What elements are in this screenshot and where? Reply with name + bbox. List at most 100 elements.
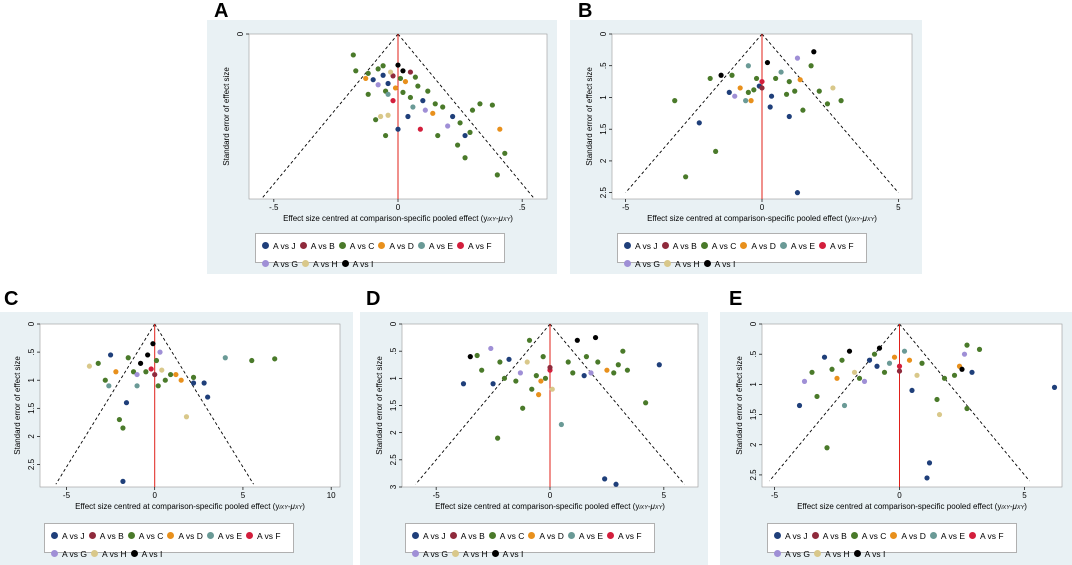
data-point xyxy=(395,62,401,68)
data-point xyxy=(467,129,473,135)
legend-item: A vs J xyxy=(774,529,808,542)
data-point xyxy=(130,369,137,375)
y-tick-label: 0 xyxy=(389,321,398,326)
legend-item: A vs C xyxy=(127,529,163,542)
data-point xyxy=(517,370,523,376)
data-point xyxy=(533,373,539,379)
legend-marker-icon xyxy=(302,260,310,267)
legend-item: A vs D xyxy=(378,239,414,252)
data-point xyxy=(856,375,863,381)
data-point xyxy=(726,89,732,95)
data-point xyxy=(415,83,421,89)
data-point xyxy=(914,372,920,378)
data-point xyxy=(924,475,930,481)
data-point xyxy=(896,368,903,374)
data-point xyxy=(430,110,436,116)
legend-item: A vs E xyxy=(206,529,242,542)
legend-marker-icon xyxy=(740,242,748,249)
data-point xyxy=(420,98,426,104)
y-tick-label: 2 xyxy=(749,442,758,447)
data-point xyxy=(113,369,119,375)
plot-area xyxy=(39,323,341,488)
data-point xyxy=(801,378,808,384)
data-point xyxy=(602,476,608,482)
data-point xyxy=(526,337,533,343)
y-tick-label: 2 xyxy=(599,158,608,163)
data-point xyxy=(497,126,503,132)
panel-letter-c: C xyxy=(4,288,19,310)
data-point xyxy=(829,366,835,372)
data-point xyxy=(422,107,428,113)
legend-item: A vs C xyxy=(850,529,887,542)
y-axis-title: Standard error of effect size xyxy=(585,67,594,166)
x-tick-label: -5 xyxy=(771,491,779,500)
data-point xyxy=(495,435,501,441)
legend-marker-icon xyxy=(130,550,138,557)
legend-marker-icon xyxy=(167,532,175,539)
legend-e: A vs J A vs B A vs C A vs D A vs E A vs F A vs… xyxy=(767,523,1017,559)
legend-marker-icon xyxy=(457,242,464,249)
data-point xyxy=(407,94,414,101)
data-point xyxy=(385,91,391,97)
legend-label: A vs C xyxy=(349,240,375,251)
data-point xyxy=(874,363,880,369)
legend-marker-icon xyxy=(299,242,307,249)
legend-item: A vs C xyxy=(488,529,524,542)
legend-item: A vs G xyxy=(51,547,87,560)
y-axis-title: Standard error of effect size xyxy=(735,356,744,455)
data-point xyxy=(759,85,765,91)
data-point xyxy=(524,359,530,365)
data-point xyxy=(125,355,131,361)
data-point xyxy=(272,356,278,362)
legend-item: A vs B xyxy=(811,529,847,542)
legend-item: A vs E xyxy=(779,239,815,252)
data-point xyxy=(405,113,411,120)
legend-label: A vs E xyxy=(217,530,242,541)
data-point xyxy=(767,104,773,110)
data-point xyxy=(489,102,495,108)
y-tick-label: 1 xyxy=(27,377,36,382)
x-tick-label: 5 xyxy=(241,491,246,500)
legend-item: A vs G xyxy=(774,547,810,560)
legend-label: A vs E xyxy=(940,530,965,541)
data-point xyxy=(748,98,754,104)
legend-d: A vs J A vs B A vs C A vs D A vs E A vs F A vs… xyxy=(405,523,655,559)
data-point xyxy=(501,375,508,381)
data-point xyxy=(583,354,590,360)
x-tick-label: 5 xyxy=(896,203,901,212)
x-axis-title: Effect size centred at comparison-specif… xyxy=(647,214,877,223)
data-point xyxy=(432,101,438,107)
data-point xyxy=(604,367,610,373)
legend-label: A vs B xyxy=(310,240,335,251)
legend-label: A vs I xyxy=(141,548,163,559)
x-tick-label: -5 xyxy=(63,491,71,500)
legend-marker-icon xyxy=(774,550,781,557)
data-point xyxy=(615,362,621,368)
funnel-line-right xyxy=(899,323,1030,482)
data-point xyxy=(120,425,126,431)
data-point xyxy=(672,98,678,104)
y-tick-label: 1 xyxy=(749,382,758,387)
y-axis-title: Standard error of effect size xyxy=(375,356,384,455)
legend-item: A vs C xyxy=(338,239,375,252)
funnel-line-left xyxy=(415,323,551,485)
data-point xyxy=(565,359,571,365)
data-point xyxy=(477,101,483,107)
data-point xyxy=(392,85,399,91)
legend-marker-icon xyxy=(567,532,575,539)
legend-marker-icon xyxy=(206,532,214,539)
y-tick-label: 0 xyxy=(749,321,758,326)
data-point xyxy=(370,77,376,83)
data-point xyxy=(624,367,631,373)
data-point xyxy=(520,405,526,411)
legend-item: A vs F xyxy=(819,239,854,252)
data-point xyxy=(457,120,463,126)
x-tick-label: 5 xyxy=(662,491,667,500)
legend-marker-icon xyxy=(262,260,269,267)
data-point xyxy=(951,372,958,378)
legend-label: A vs C xyxy=(861,530,887,541)
funnel-line-right xyxy=(761,33,899,193)
legend-marker-icon xyxy=(127,532,135,539)
legend-item: A vs I xyxy=(853,547,885,560)
data-point xyxy=(479,367,485,373)
